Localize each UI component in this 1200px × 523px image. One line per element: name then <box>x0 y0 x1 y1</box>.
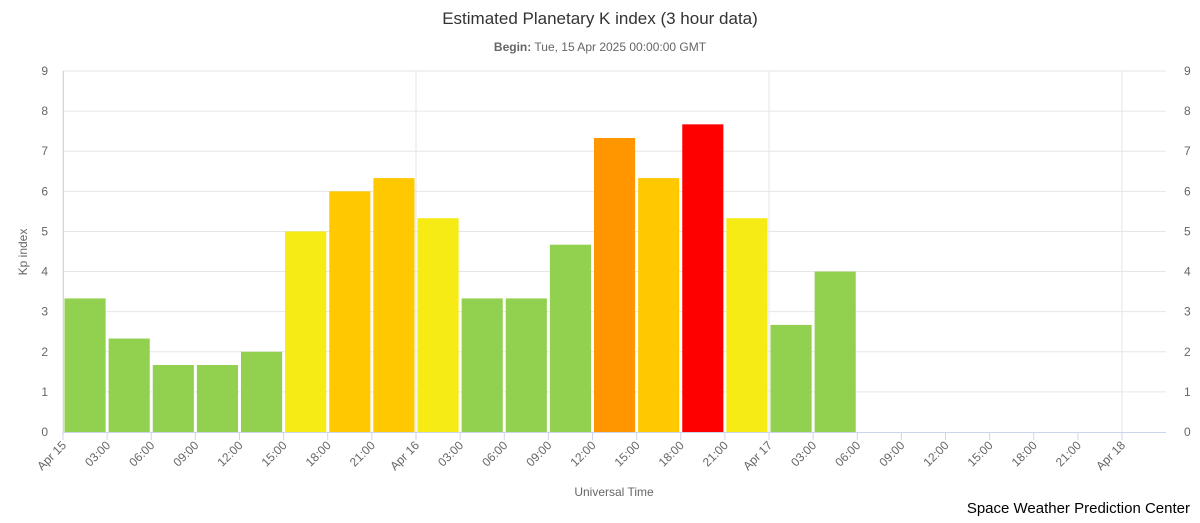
x-tick-label: Apr 15 <box>34 438 69 473</box>
credit-label: Space Weather Prediction Center <box>967 500 1190 517</box>
y-tick-label-left: 4 <box>41 265 48 279</box>
kp-bar <box>682 124 724 432</box>
y-tick-label-right: 6 <box>1184 184 1191 198</box>
y-tick-label-right: 0 <box>1184 425 1191 439</box>
kp-bar <box>64 298 106 432</box>
x-tick-label: 12:00 <box>567 438 598 469</box>
x-tick-label: 18:00 <box>303 438 334 469</box>
y-tick-label-right: 4 <box>1184 265 1191 279</box>
x-tick-label: 09:00 <box>876 438 907 469</box>
y-tick-label-left: 3 <box>41 305 48 319</box>
x-axis-label: Universal Time <box>574 485 654 499</box>
chart-subtitle: Begin: Tue, 15 Apr 2025 00:00:00 GMT <box>494 40 707 54</box>
chart-title: Estimated Planetary K index (3 hour data… <box>442 9 758 28</box>
y-tick-label-left: 9 <box>41 64 48 78</box>
y-tick-label-left: 8 <box>41 104 48 118</box>
y-tick-label-left: 2 <box>41 345 48 359</box>
kp-bar <box>638 178 680 432</box>
kp-bar <box>373 178 415 432</box>
kp-bar <box>814 271 856 432</box>
x-tick-label: 06:00 <box>479 438 510 469</box>
x-tick-label: 21:00 <box>700 438 731 469</box>
y-tick-label-right: 9 <box>1184 64 1191 78</box>
x-tick-label: Apr 17 <box>740 438 775 473</box>
y-tick-label-right: 3 <box>1184 305 1191 319</box>
x-tick-label: 03:00 <box>82 438 113 469</box>
subtitle-label: Begin: <box>494 40 531 54</box>
x-tick-label: 21:00 <box>1053 438 1084 469</box>
y-tick-label-right: 8 <box>1184 104 1191 118</box>
kp-bar <box>461 298 503 432</box>
x-tick-label: 06:00 <box>832 438 863 469</box>
y-tick-label-left: 6 <box>41 184 48 198</box>
y-tick-label-left: 0 <box>41 425 48 439</box>
x-tick-label: 09:00 <box>523 438 554 469</box>
kp-bar <box>505 298 547 432</box>
kp-bar <box>417 218 459 432</box>
kp-bar <box>108 338 150 432</box>
kp-bar <box>196 365 238 432</box>
x-tick-label: 15:00 <box>259 438 290 469</box>
subtitle-value: Tue, 15 Apr 2025 00:00:00 GMT <box>534 40 706 54</box>
kp-bar <box>241 351 283 432</box>
x-tick-label: 15:00 <box>612 438 643 469</box>
x-tick-label: 18:00 <box>1009 438 1040 469</box>
kp-bar <box>285 231 327 432</box>
kp-bar <box>152 365 194 432</box>
kp-bar <box>726 218 768 432</box>
kp-bar <box>329 191 371 432</box>
x-tick-label: 06:00 <box>126 438 157 469</box>
x-tick-label: 03:00 <box>788 438 819 469</box>
x-tick-label: 03:00 <box>435 438 466 469</box>
x-tick-label: Apr 18 <box>1093 438 1128 473</box>
y-tick-label-right: 5 <box>1184 224 1191 238</box>
x-tick-label: 21:00 <box>347 438 378 469</box>
y-tick-label-right: 1 <box>1184 385 1191 399</box>
kp-bar <box>770 324 812 432</box>
y-axis-label: Kp index <box>16 229 30 276</box>
kp-bar <box>549 244 591 432</box>
y-tick-label-left: 5 <box>41 224 48 238</box>
x-tick-label: 15:00 <box>965 438 996 469</box>
y-tick-label-right: 7 <box>1184 144 1191 158</box>
y-tick-label-left: 1 <box>41 385 48 399</box>
x-tick-label: 12:00 <box>214 438 245 469</box>
x-tick-label: 18:00 <box>656 438 687 469</box>
x-tick-label: Apr 16 <box>387 438 422 473</box>
x-tick-label: 12:00 <box>920 438 951 469</box>
kp-bar <box>594 137 636 433</box>
y-tick-label-left: 7 <box>41 144 48 158</box>
x-tick-label: 09:00 <box>170 438 201 469</box>
y-tick-label-right: 2 <box>1184 345 1191 359</box>
